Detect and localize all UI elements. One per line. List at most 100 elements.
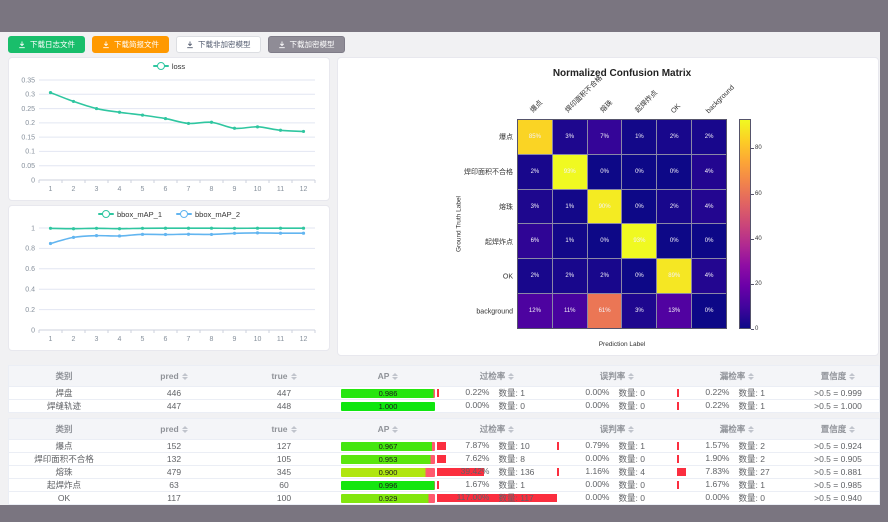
matrix-cell: 2% <box>657 120 692 154</box>
svg-text:0.15: 0.15 <box>21 134 35 141</box>
column-header-误判率[interactable]: 误判率 <box>557 366 677 386</box>
confidence-cell: >0.5 = 0.985 <box>814 480 862 490</box>
matrix-cell-value: 0% <box>704 238 714 245</box>
sort-icon[interactable] <box>508 425 515 433</box>
legend-line-icon <box>176 210 192 218</box>
matrix-cell-value: 85% <box>528 133 541 140</box>
sort-icon[interactable] <box>290 425 297 433</box>
download-button-1[interactable]: 下载日志文件 <box>8 36 85 53</box>
column-header-漏检率[interactable]: 漏检率 <box>677 366 797 386</box>
sort-icon[interactable] <box>392 372 399 380</box>
column-header-误判率[interactable]: 误判率 <box>557 419 677 439</box>
matrix-cell-value: 93% <box>563 168 576 175</box>
svg-text:5: 5 <box>141 336 145 343</box>
column-header-过检率[interactable]: 过检率 <box>437 366 557 386</box>
column-header-置信度[interactable]: 置信度 <box>797 419 879 439</box>
column-header-pred[interactable]: pred <box>119 366 229 386</box>
sort-icon[interactable] <box>748 425 755 433</box>
confidence-cell: >0.5 = 0.924 <box>814 441 862 451</box>
matrix-cell: 89% <box>657 259 692 294</box>
count-value: 数量: 0 <box>618 480 645 490</box>
column-header-漏检率[interactable]: 漏检率 <box>677 419 797 439</box>
sort-icon[interactable] <box>849 425 856 433</box>
legend-line-icon <box>152 62 169 70</box>
rate-value: 0.00% <box>465 400 490 410</box>
matrix-cell-value: 93% <box>633 238 646 245</box>
ap-bar: 0.986 <box>341 388 435 398</box>
download-button-3[interactable]: 下载非加密模型 <box>176 36 261 53</box>
colorbar-tick <box>751 238 754 240</box>
misjudge-cell: 0.00% 数量: 0 <box>557 453 677 465</box>
miss-detect-cell: 1.67% 数量: 1 <box>677 479 797 491</box>
matrix-cell-value: 89% <box>668 273 681 280</box>
column-label-text: 熔珠 <box>598 99 614 115</box>
column-header-AP[interactable]: AP <box>339 366 437 386</box>
matrix-cell-value: 3% <box>530 203 540 210</box>
column-header-true[interactable]: true <box>229 366 339 386</box>
count-value: 数量: 8 <box>498 454 525 464</box>
legend-label: bbox_mAP_1 <box>116 209 162 219</box>
rate-value: 7.83% <box>705 466 730 476</box>
column-header-true[interactable]: true <box>229 419 339 439</box>
sort-icon[interactable] <box>290 372 297 380</box>
colorbar-tick-label: 20 <box>755 280 762 287</box>
matrix-cell: 11% <box>552 294 587 328</box>
ap-cell: 1.000 <box>339 400 437 412</box>
row-label: 熔珠 <box>499 203 513 211</box>
matrix-cell: 0% <box>657 154 692 189</box>
misjudge-cell: 0.00% 数量: 0 <box>557 492 677 504</box>
svg-text:3: 3 <box>95 186 99 193</box>
rate-value: 0.22% <box>705 387 730 397</box>
matrix-cell-value: 2% <box>530 168 540 175</box>
count-value: 数量: 10 <box>498 441 530 451</box>
matrix-cell: 4% <box>692 189 726 224</box>
confidence-cell: >0.5 = 0.940 <box>814 493 862 503</box>
column-header-label: 过检率 <box>479 371 506 381</box>
sort-icon[interactable] <box>849 372 856 380</box>
column-header-AP[interactable]: AP <box>339 419 437 439</box>
column-header-label: pred <box>160 371 179 381</box>
download-button-2[interactable]: 下载简报文件 <box>92 36 169 53</box>
legend-item-bbox_mAP_1[interactable]: bbox_mAP_1 <box>97 209 162 219</box>
colorbar-tick <box>751 283 754 285</box>
rate-bar <box>677 389 679 397</box>
matrix-cell: 0% <box>692 294 726 328</box>
matrix-cell-value: 4% <box>704 168 714 175</box>
matrix-cell: 85% <box>518 120 552 154</box>
sort-icon[interactable] <box>392 425 399 433</box>
matrix-cell: 13% <box>657 294 692 328</box>
ap-bar: 0.953 <box>341 454 435 464</box>
over-detect-cell: 1.67% 数量: 1 <box>437 479 557 491</box>
download-button-4[interactable]: 下载加密模型 <box>267 36 345 53</box>
sort-icon[interactable] <box>628 425 635 433</box>
matrix-cell-value: 7% <box>600 133 609 140</box>
sort-icon[interactable] <box>508 372 515 380</box>
column-header-pred[interactable]: pred <box>119 419 229 439</box>
rate-value: 1.67% <box>465 479 490 489</box>
legend-item-loss[interactable]: loss <box>152 62 185 71</box>
column-header-label: 误判率 <box>599 424 626 434</box>
matrix-cell: 2% <box>657 189 692 224</box>
rate-value: 1.57% <box>705 440 730 450</box>
column-header-label: pred <box>160 424 179 434</box>
svg-text:0: 0 <box>31 177 35 184</box>
sort-icon[interactable] <box>181 425 188 433</box>
matrix-cell: 2% <box>552 259 587 294</box>
legend-item-bbox_mAP_2[interactable]: bbox_mAP_2 <box>176 210 240 219</box>
column-header-置信度[interactable]: 置信度 <box>797 366 879 386</box>
svg-text:0.1: 0.1 <box>25 149 35 156</box>
matrix-cell: 2% <box>587 259 622 294</box>
matrix-cell: 4% <box>692 259 726 294</box>
colorbar-tick <box>751 148 754 150</box>
misjudge-cell: 0.00% 数量: 0 <box>557 400 677 412</box>
sort-icon[interactable] <box>748 372 755 380</box>
svg-text:0.3: 0.3 <box>25 92 35 99</box>
sort-icon[interactable] <box>181 372 188 380</box>
rate-value: 0.00% <box>585 400 610 410</box>
ap-cell: 0.986 <box>339 387 437 399</box>
row-label: background <box>476 308 513 315</box>
matrix-cell-value: 3% <box>635 308 644 315</box>
svg-text:0.25: 0.25 <box>21 106 35 113</box>
sort-icon[interactable] <box>628 372 635 380</box>
column-header-过检率[interactable]: 过检率 <box>437 419 557 439</box>
